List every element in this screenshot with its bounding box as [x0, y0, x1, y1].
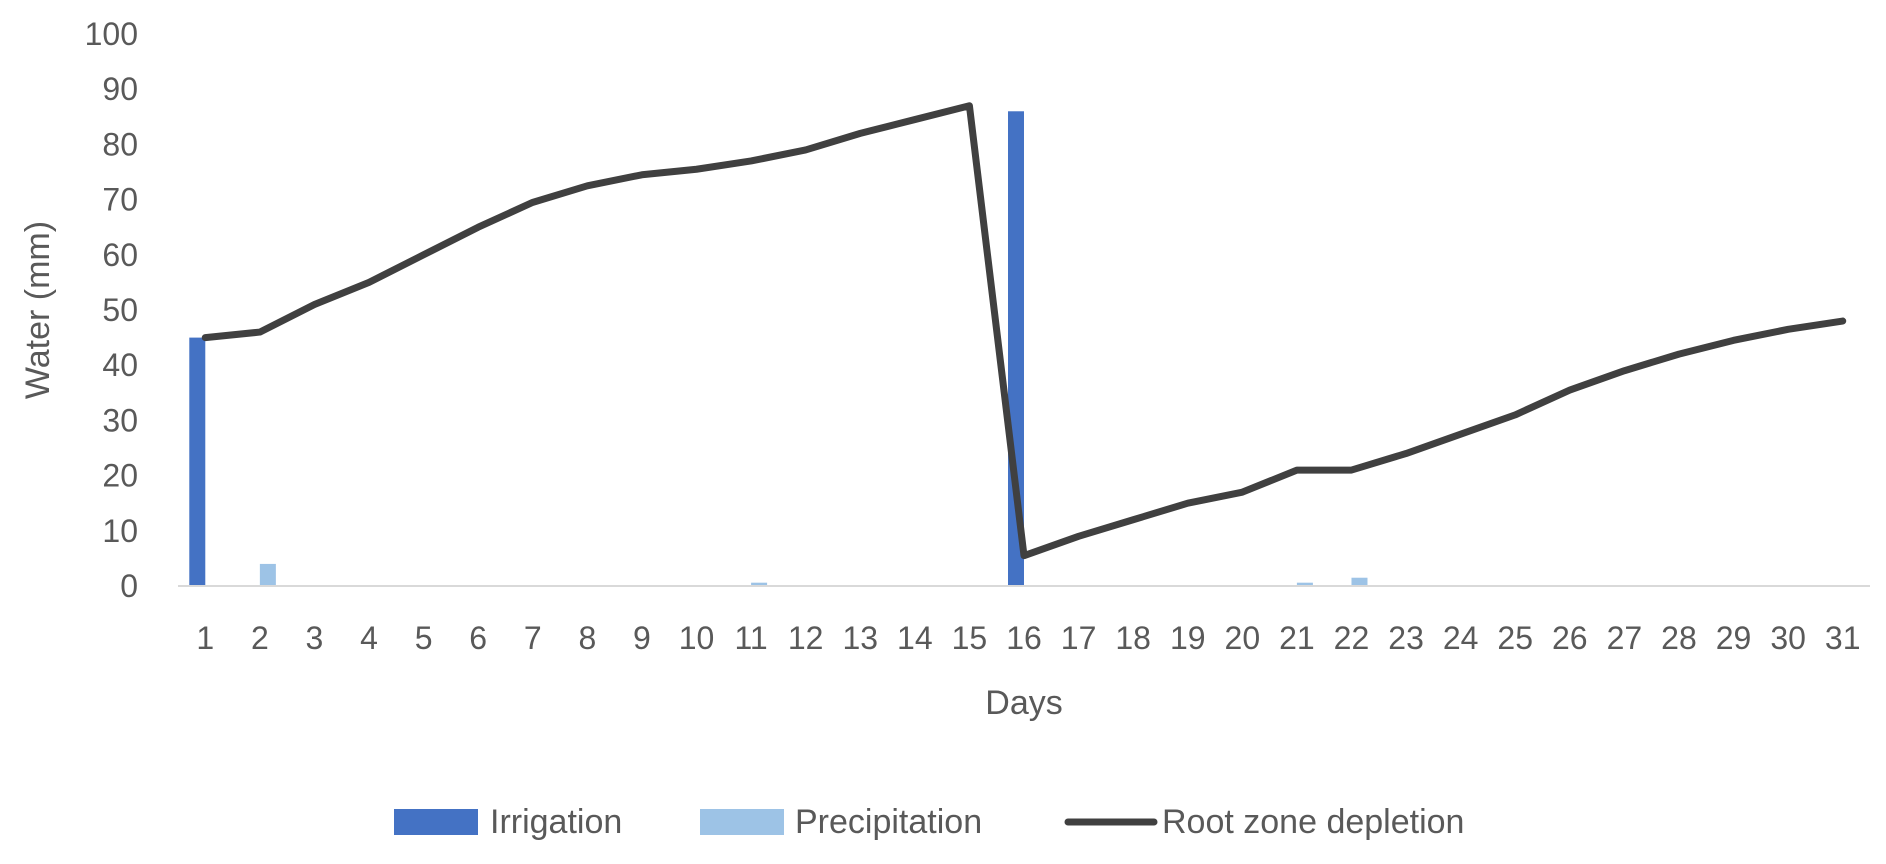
y-tick-label: 20 — [102, 458, 138, 494]
y-axis-title: Water (mm) — [19, 221, 57, 399]
legend-label-precipitation: Precipitation — [795, 803, 982, 841]
y-tick-label: 100 — [85, 16, 138, 52]
x-tick-label: 29 — [1716, 620, 1752, 656]
x-tick-label: 2 — [251, 620, 269, 656]
x-tick-label: 6 — [469, 620, 487, 656]
x-tick-label: 11 — [734, 620, 767, 656]
legend-key-precipitation — [700, 809, 784, 835]
x-tick-labels: 1 2 3 4 5 6 7 8 9 10 11 12 13 14 15 16 17 18 19 20 21 22 23 24 2… — [196, 620, 1860, 656]
y-tick-label: 50 — [102, 292, 138, 328]
x-tick-label: 21 — [1279, 620, 1315, 656]
x-tick-label: 18 — [1115, 620, 1151, 656]
legend-label-irrigation: Irrigation — [490, 803, 622, 841]
x-tick-label: 7 — [524, 620, 542, 656]
precipitation-bar — [1351, 577, 1368, 586]
x-tick-label: 15 — [952, 620, 988, 656]
precipitation-bar — [751, 582, 768, 586]
x-axis-title: Days — [985, 684, 1062, 722]
y-tick-label: 80 — [102, 126, 138, 162]
x-tick-label: 3 — [306, 620, 324, 656]
x-tick-label: 20 — [1225, 620, 1261, 656]
y-tick-label: 40 — [102, 347, 138, 383]
x-axis-title-group: Days — [985, 684, 1062, 722]
y-axis-title-group: Water (mm) — [19, 221, 57, 399]
irrigation-bar — [189, 337, 206, 586]
x-tick-label: 16 — [1006, 620, 1042, 656]
x-tick-label: 17 — [1061, 620, 1097, 656]
x-tick-label: 1 — [196, 620, 214, 656]
bar-series — [189, 111, 1368, 586]
x-tick-label: 22 — [1334, 620, 1370, 656]
x-tick-label: 27 — [1607, 620, 1643, 656]
x-tick-label: 26 — [1552, 620, 1588, 656]
y-tick-label: 30 — [102, 402, 138, 438]
x-tick-label: 25 — [1497, 620, 1533, 656]
y-tick-label: 0 — [120, 568, 138, 604]
y-tick-label: 10 — [102, 513, 138, 549]
x-tick-label: 19 — [1170, 620, 1206, 656]
root-zone-depletion-line — [201, 102, 1847, 560]
x-tick-label: 10 — [679, 620, 715, 656]
x-tick-label: 24 — [1443, 620, 1479, 656]
x-tick-label: 28 — [1661, 620, 1697, 656]
y-tick-label: 70 — [102, 182, 138, 218]
x-tick-label: 9 — [633, 620, 651, 656]
legend: Irrigation Precipitation Root zone depleti… — [394, 803, 1464, 841]
precipitation-bar — [259, 563, 276, 586]
y-tick-label: 60 — [102, 237, 138, 273]
x-tick-label: 4 — [360, 620, 378, 656]
x-tick-label: 30 — [1770, 620, 1806, 656]
x-tick-label: 14 — [897, 620, 933, 656]
y-tick-label: 90 — [102, 71, 138, 107]
y-tick-labels: 0 10 20 30 40 50 60 70 80 90 100 — [85, 16, 138, 604]
precipitation-bar — [1296, 582, 1313, 586]
x-tick-label: 23 — [1388, 620, 1424, 656]
legend-key-irrigation — [394, 809, 478, 835]
line-series — [201, 102, 1847, 560]
x-tick-label: 5 — [415, 620, 433, 656]
x-tick-label: 31 — [1825, 620, 1861, 656]
x-tick-label: 12 — [788, 620, 824, 656]
x-tick-label: 8 — [578, 620, 596, 656]
x-tick-label: 13 — [842, 620, 878, 656]
legend-label-root-zone-depletion: Root zone depletion — [1162, 803, 1464, 841]
